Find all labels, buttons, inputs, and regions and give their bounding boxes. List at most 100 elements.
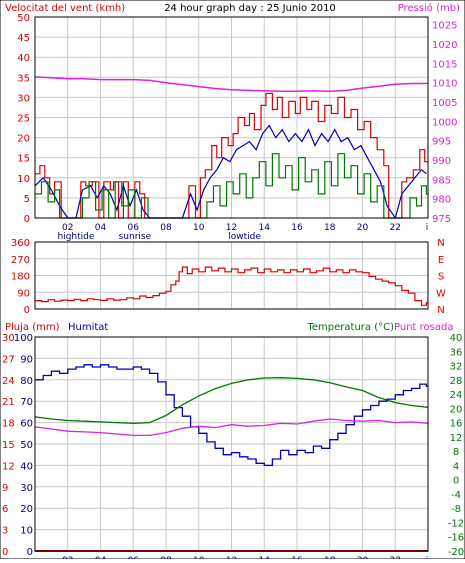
dewpoint-axis-title: Punt rosada (394, 322, 453, 333)
sunrise-event-label: sunrise (119, 232, 152, 242)
hightide-event-label: hightide (57, 232, 94, 242)
compass-tick-label: S (438, 272, 444, 283)
temperature-tick-label: -12 (448, 518, 464, 529)
temperature-tick-label: 16 (450, 419, 463, 430)
direction-tick-label: 0 (24, 305, 30, 316)
humidity-series-line (35, 364, 428, 467)
temperature-tick-label: 0 (453, 476, 459, 487)
direction-tick-label: 90 (17, 288, 30, 299)
temperature-tick-label: -20 (448, 547, 464, 558)
hour-tick-label: 16 (291, 223, 303, 233)
hour-tick-label: 20 (357, 223, 369, 233)
panel-frame (34, 336, 429, 552)
compass-tick-label: E (438, 255, 444, 266)
dewpoint-series-line (34, 418, 429, 437)
humidity-tick-label: 60 (20, 419, 33, 430)
wind_max-series-line (35, 92, 428, 219)
humidity-tick-label: 90 (20, 354, 33, 365)
temperature-tick-label: 24 (450, 390, 463, 401)
direction-tick-label: 180 (11, 272, 30, 283)
rain-tick-label: 6 (2, 504, 8, 515)
pressure-tick-label: 985 (432, 175, 451, 186)
tick-labels-layer: 0510152025303540455097598098599099510001… (2, 13, 464, 563)
hour-tick-label: 06 (128, 223, 140, 233)
lowtide-event-label: lowtide (228, 232, 261, 242)
wind-tick-label: 20 (17, 134, 30, 145)
wind-tick-label: 15 (17, 154, 30, 165)
pressure-tick-label: 1025 (432, 21, 457, 32)
humidity-tick-label: 50 (20, 440, 33, 451)
humidity-tick-label: 80 (20, 376, 33, 387)
humidity-tick-label: 30 (20, 483, 33, 494)
compass-tick-label: N (437, 305, 444, 316)
hour-tick-label: 10 (193, 223, 205, 233)
temperature-tick-label: -8 (451, 504, 461, 515)
wind-axis-title: Velocitat del vent (kmh) (5, 3, 125, 14)
pressure-tick-label: 990 (432, 156, 451, 167)
rain-tick-label: 12 (2, 461, 15, 472)
humidity-axis-title: Humitat (68, 322, 108, 333)
temperature-tick-label: 20 (450, 404, 463, 415)
rain-tick-label: 15 (2, 440, 15, 451)
graph-date-title: 24 hour graph day : 25 Junio 2010 (164, 3, 336, 14)
direction-series-line (35, 266, 428, 306)
hour-tick-label: 04 (95, 223, 107, 233)
temperature-tick-label: 12 (450, 433, 463, 444)
hour-tick-label: 22 (390, 223, 401, 233)
pressure-series-line (34, 76, 428, 92)
temperature-tick-label: -16 (448, 533, 464, 544)
pressure-tick-label: 1015 (432, 59, 457, 70)
temperature-tick-label: 8 (453, 447, 459, 458)
panel-frame (34, 16, 429, 219)
pressure-tick-label: 995 (432, 137, 451, 148)
temperature-tick-label: 4 (453, 461, 459, 472)
rain-axis-title: Pluja (mm) (5, 322, 60, 333)
wind-tick-label: 5 (24, 194, 30, 205)
hour-tick-label: i (426, 223, 429, 233)
rain-tick-label: 9 (2, 483, 8, 494)
pressure-tick-label: 1010 (432, 79, 457, 90)
humidity-tick-label: 100 (14, 333, 33, 344)
wind-tick-label: 35 (17, 73, 30, 84)
wind-tick-label: 25 (17, 114, 30, 125)
rain-tick-label: 0 (2, 547, 8, 558)
rain-tick-label: 27 (2, 354, 15, 365)
pressure-tick-label: 1020 (432, 40, 457, 51)
humidity-tick-label: 20 (20, 504, 33, 515)
wind-tick-label: 50 (17, 13, 30, 24)
wind-tick-label: 10 (17, 174, 30, 185)
hour-tick-label: 02 (62, 223, 73, 233)
wind_avg-series-line (34, 124, 427, 220)
hour-tick-label: 14 (259, 223, 271, 233)
rain-tick-label: 3 (2, 526, 8, 537)
direction-tick-label: 360 (11, 238, 30, 249)
rain-tick-label: 21 (2, 397, 15, 408)
wind-tick-label: 45 (17, 33, 30, 44)
hour-tick-label: 08 (160, 223, 172, 233)
humidity-tick-label: 0 (27, 547, 33, 558)
direction-tick-label: 270 (11, 255, 30, 266)
temperature-series-line (34, 377, 429, 424)
pressure-tick-label: 975 (432, 214, 451, 225)
compass-tick-label: N (437, 238, 444, 249)
wind-tick-label: 0 (24, 214, 30, 225)
panel-frames-layer (34, 16, 429, 552)
humidity-tick-label: 40 (20, 461, 33, 472)
humidity-tick-label: 70 (20, 397, 33, 408)
temperature-tick-label: 36 (450, 347, 463, 358)
pressure-tick-label: 1005 (432, 98, 457, 109)
temperature-tick-label: 40 (450, 333, 463, 344)
rain-tick-label: 18 (2, 419, 15, 430)
temperature-tick-label: -4 (451, 490, 461, 501)
pressure-tick-label: 1000 (432, 117, 457, 128)
rain-tick-label: 30 (2, 333, 15, 344)
humidity-tick-label: 10 (20, 526, 33, 537)
pressure-tick-label: 980 (432, 195, 451, 206)
rain-tick-label: 24 (2, 376, 15, 387)
panel-frame (34, 241, 429, 310)
wind-tick-label: 40 (17, 53, 30, 64)
temperature-tick-label: 32 (450, 362, 463, 373)
temperature-axis-title: Temperatura (°C) (306, 322, 394, 333)
